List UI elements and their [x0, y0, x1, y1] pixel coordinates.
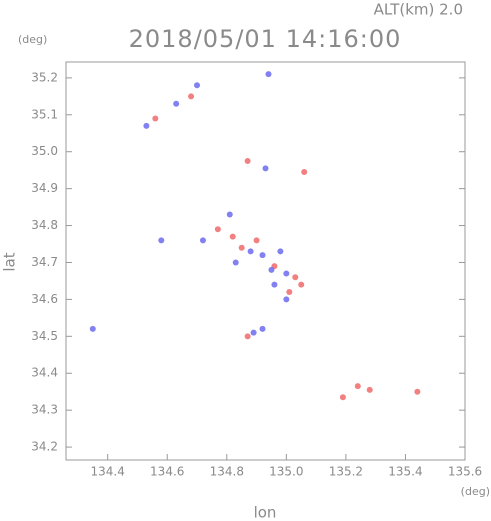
- x-tick-label: 135.0: [269, 465, 303, 479]
- echo-point: [194, 82, 201, 89]
- y-axis-label: lat: [1, 252, 19, 271]
- x-axis-label: lon: [254, 504, 277, 521]
- y-tick-label: 34.8: [31, 218, 58, 232]
- echo-point: [301, 169, 308, 176]
- echo-point: [143, 122, 150, 129]
- echo-point: [247, 248, 254, 255]
- echo-point: [265, 71, 272, 78]
- y-tick-label: 34.9: [31, 181, 58, 195]
- echo-point: [259, 252, 266, 259]
- echo-point: [277, 248, 284, 255]
- echo-point: [298, 281, 305, 288]
- echo-point: [188, 93, 195, 100]
- x-tick-label: 135.2: [329, 465, 363, 479]
- echo-point: [286, 289, 293, 296]
- y-tick-label: 34.4: [31, 366, 58, 380]
- echo-point: [173, 100, 180, 107]
- echo-point: [232, 259, 239, 266]
- y-tick-label: 34.6: [31, 292, 58, 306]
- echo-point: [244, 333, 251, 340]
- x-tick-label: 134.6: [150, 465, 184, 479]
- echo-point: [283, 270, 290, 277]
- x-tick-label: 135.4: [388, 465, 422, 479]
- y-tick-label: 34.2: [31, 440, 58, 454]
- echo-point: [354, 383, 361, 390]
- echo-point: [226, 211, 233, 218]
- echo-point: [271, 281, 278, 288]
- y-tick-label: 35.1: [31, 107, 58, 121]
- echo-point: [414, 388, 421, 395]
- echo-point: [283, 296, 290, 303]
- y-tick-label: 35.2: [31, 70, 58, 84]
- echo-point: [262, 165, 269, 172]
- echo-point: [339, 394, 346, 401]
- echo-point: [250, 329, 257, 336]
- echo-point: [199, 237, 206, 244]
- echo-point: [89, 325, 96, 332]
- y-tick-label: 34.3: [31, 403, 58, 417]
- altitude-label: ALT(km) 2.0: [374, 1, 463, 19]
- echo-point: [253, 237, 260, 244]
- echo-point: [214, 226, 221, 233]
- plot-frame: [65, 61, 466, 461]
- echo-point: [366, 386, 373, 393]
- echo-point: [259, 325, 266, 332]
- echo-point: [152, 115, 159, 122]
- chart-title: 2018/05/01 14:16:00: [129, 25, 402, 53]
- y-tick-label: 34.5: [31, 329, 58, 343]
- y-tick-label: 35.0: [31, 144, 58, 158]
- echo-point: [158, 237, 165, 244]
- echo-point: [292, 274, 299, 281]
- x-tick-label: 134.4: [91, 465, 125, 479]
- y-unit: (deg): [18, 33, 47, 46]
- echo-point: [268, 266, 275, 273]
- x-tick-label: 134.8: [210, 465, 244, 479]
- x-unit: (deg): [461, 485, 490, 498]
- x-tick-label: 135.6: [448, 465, 482, 479]
- echo-point: [238, 244, 245, 251]
- echo-point: [244, 157, 251, 164]
- echo-point: [229, 233, 236, 240]
- y-tick-label: 34.7: [31, 255, 58, 269]
